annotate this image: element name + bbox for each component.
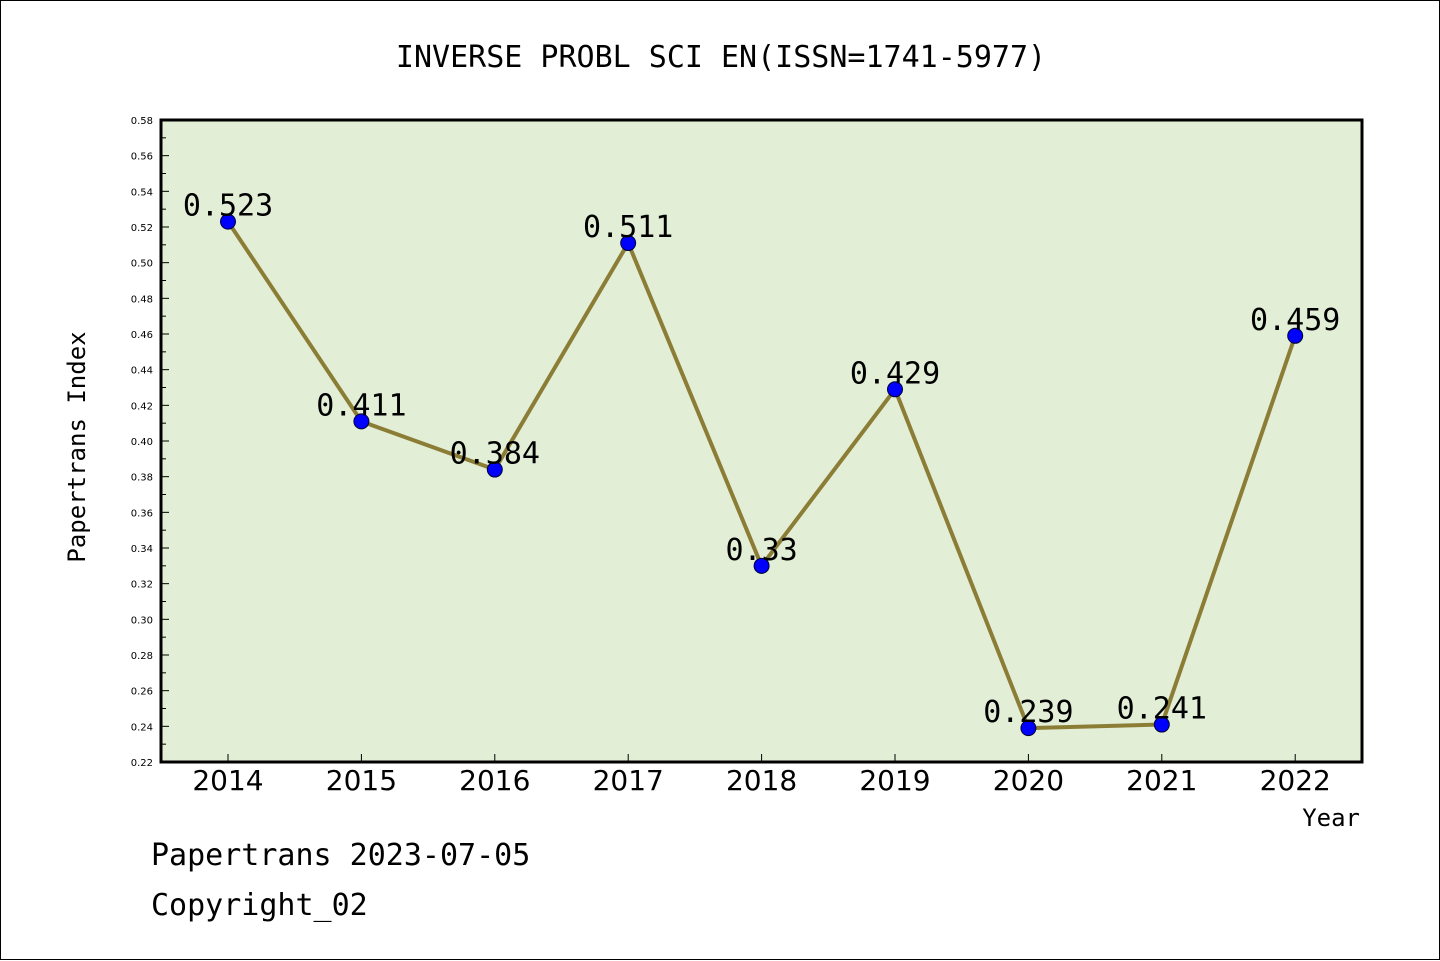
- data-labels: 0.523 0.411 0.384 0.511 0.33 0.429 0.239 0.241 0…: [183, 189, 1341, 730]
- x-tick-label: 2014: [192, 764, 263, 797]
- x-tick-label: 2022: [1260, 764, 1331, 797]
- footer-copyright: Copyright_02: [151, 888, 368, 923]
- y-tick-label: 0.26: [131, 687, 153, 698]
- x-tick-label: 2016: [459, 764, 530, 797]
- y-tick-label: 0.22: [131, 758, 153, 769]
- x-tick-label: 2021: [1126, 764, 1197, 797]
- y-tick-label: 0.32: [131, 580, 153, 591]
- y-tick-label: 0.54: [131, 187, 153, 198]
- data-label: 0.239: [983, 695, 1073, 730]
- data-point: [220, 213, 236, 230]
- data-label: 0.429: [850, 356, 940, 391]
- data-point: [1020, 720, 1037, 737]
- data-point: [1287, 327, 1304, 344]
- data-point: [486, 461, 503, 478]
- y-tick-label: 0.36: [131, 508, 153, 519]
- y-axis-label: Papertrans Index: [63, 331, 91, 562]
- x-axis-label: Year: [1302, 804, 1360, 832]
- data-label: 0.459: [1250, 303, 1340, 338]
- data-label: 0.523: [183, 189, 273, 224]
- y-tick-label: 0.38: [131, 473, 153, 484]
- y-tick-label: 0.44: [131, 366, 153, 377]
- y-tick-label: 0.24: [131, 722, 153, 733]
- x-tick-label: 2017: [593, 764, 664, 797]
- plot-area: [161, 120, 1362, 762]
- x-tick-label: 2015: [326, 764, 397, 797]
- y-tick-label: 0.40: [131, 437, 153, 448]
- y-tick-label: 0.56: [131, 152, 153, 163]
- y-tick-label: 0.34: [131, 544, 153, 555]
- x-tick-label: 2019: [859, 764, 930, 797]
- data-point: [753, 557, 770, 574]
- y-tick-label: 0.52: [131, 223, 153, 234]
- y-tick-label: 0.30: [131, 615, 153, 626]
- y-tick-label: 0.42: [131, 401, 153, 412]
- data-label: 0.384: [450, 437, 540, 472]
- plot-border: [159, 118, 1364, 764]
- y-tick-label: 0.58: [131, 116, 153, 127]
- data-point: [1153, 716, 1170, 733]
- y-tick-label: 0.46: [131, 330, 153, 341]
- data-label: 0.33: [725, 533, 797, 568]
- x-axis: 2014 2015 2016 2017 2018 2019 2020 2021 2022: [192, 754, 1331, 797]
- y-tick-label: 0.48: [131, 294, 153, 305]
- data-label: 0.241: [1117, 692, 1207, 727]
- data-label: 0.511: [583, 210, 673, 245]
- y-tick-label: 0.50: [131, 259, 153, 270]
- data-point: [353, 413, 370, 430]
- x-tick-label: 2020: [993, 764, 1064, 797]
- data-point: [620, 235, 637, 252]
- y-tick-label: 0.28: [131, 651, 153, 662]
- data-point: [887, 381, 903, 398]
- chart-title: INVERSE PROBL SCI EN(ISSN=1741-5977): [396, 40, 1046, 75]
- data-label: 0.411: [316, 388, 406, 423]
- footer-date: Papertrans 2023-07-05: [151, 838, 530, 873]
- data-markers: [220, 213, 1304, 737]
- x-tick-label: 2018: [726, 764, 797, 797]
